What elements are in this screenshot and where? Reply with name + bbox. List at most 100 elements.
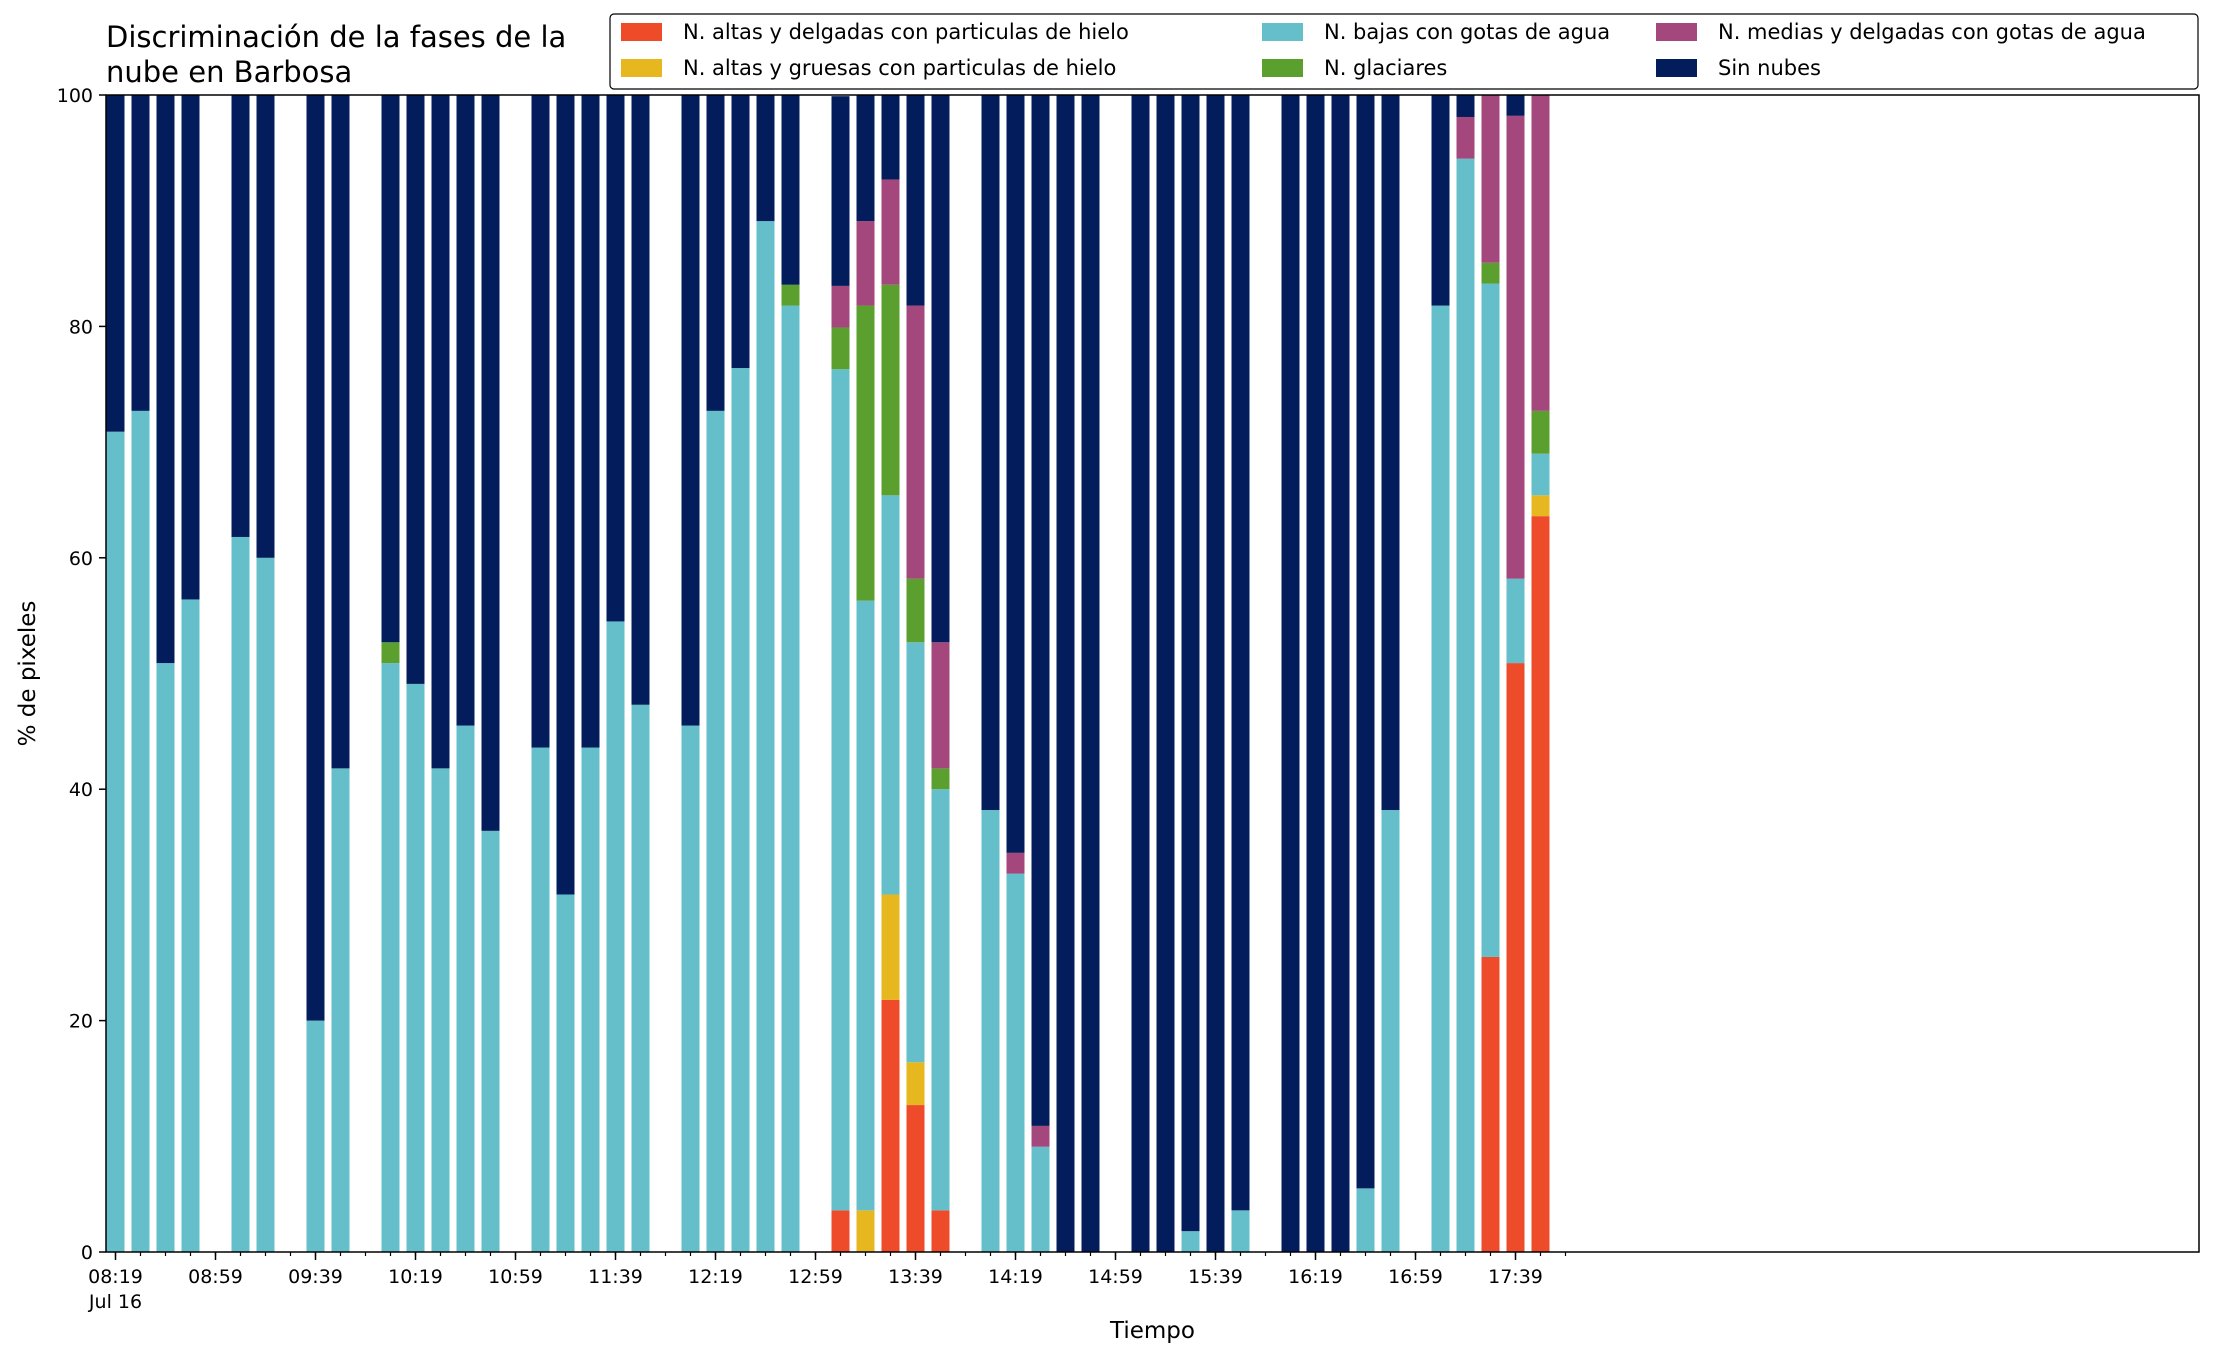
bar-segment	[556, 894, 575, 1252]
bar-segment	[1381, 95, 1400, 811]
legend: N. altas y delgadas con particulas de hi…	[609, 13, 2199, 90]
bar-segment	[731, 368, 750, 1252]
bar-segment	[1481, 956, 1500, 1252]
bar-segment	[331, 768, 350, 1252]
x-tick-label: 08:19	[88, 1266, 143, 1288]
bar-segment	[931, 1210, 950, 1252]
bar-segment	[381, 642, 400, 664]
bar-segment	[831, 369, 850, 1211]
bar-segment	[831, 327, 850, 370]
legend-swatch	[621, 23, 662, 41]
bar-segment	[606, 95, 625, 622]
x-tick-label: 09:39	[288, 1266, 343, 1288]
legend-label: N. glaciares	[1324, 56, 1447, 80]
bar-segment	[256, 557, 275, 1252]
bar-segment	[1181, 1231, 1200, 1252]
bar-segment	[1506, 115, 1525, 579]
bar-segment	[381, 95, 400, 643]
bar-segment	[531, 95, 550, 748]
y-tick-label: 100	[57, 85, 93, 107]
x-tick-sublabel: Jul 16	[88, 1291, 142, 1313]
bar-segment	[731, 95, 750, 369]
bar-segment	[481, 830, 500, 1252]
bar-segment	[1156, 95, 1175, 1252]
legend-box	[609, 13, 2199, 90]
bar-segment	[556, 95, 575, 895]
x-tick-label: 10:19	[388, 1266, 443, 1288]
bar-segment	[431, 95, 450, 769]
bar-segment	[881, 179, 900, 285]
bar-segment	[181, 95, 200, 600]
x-tick-label: 14:19	[988, 1266, 1043, 1288]
bar-segment	[106, 431, 125, 1252]
bar-segment	[781, 95, 800, 285]
x-tick-label: 11:39	[588, 1266, 643, 1288]
legend-label: N. altas y gruesas con particulas de hie…	[683, 56, 1116, 80]
legend-label: N. bajas con gotas de agua	[1324, 20, 1610, 44]
bar-segment	[631, 95, 650, 705]
bar-segment	[881, 284, 900, 496]
bar-segment	[831, 1210, 850, 1252]
bar-segment	[756, 95, 775, 222]
bar-segment	[1531, 95, 1550, 411]
legend-label: N. medias y delgadas con gotas de agua	[1718, 20, 2146, 44]
x-axis-label: Tiempo	[1109, 1318, 1195, 1344]
bar-segment	[781, 305, 800, 1252]
y-tick-label: 40	[69, 779, 93, 801]
y-tick-label: 80	[69, 316, 93, 338]
bar-segment	[606, 621, 625, 1252]
bar-segment	[906, 95, 925, 306]
bar-segment	[1481, 283, 1500, 957]
bar-segment	[581, 747, 600, 1252]
bar-segment	[1181, 95, 1200, 1232]
bar-segment	[581, 95, 600, 748]
bar-segment	[881, 999, 900, 1252]
bar-segment	[406, 683, 425, 1252]
x-tick-label: 12:19	[688, 1266, 743, 1288]
bar-segment	[1006, 95, 1025, 853]
bar-segment	[881, 894, 900, 1000]
bar-segment	[856, 95, 875, 222]
bar-segment	[1456, 95, 1475, 117]
bar-segment	[1281, 95, 1300, 1252]
x-tick-label: 10:59	[488, 1266, 543, 1288]
legend-swatch	[1656, 23, 1697, 41]
bar-segment	[906, 578, 925, 643]
bar-segment	[881, 95, 900, 180]
bar-segment	[831, 285, 850, 328]
bar-segment	[156, 95, 175, 664]
bar-segment	[381, 663, 400, 1252]
legend-swatch	[1262, 59, 1303, 77]
bar-segment	[1506, 95, 1525, 116]
bar-segment	[631, 704, 650, 1252]
legend-swatch	[1262, 23, 1303, 41]
bar-segment	[681, 95, 700, 726]
bar-segment	[856, 305, 875, 601]
bar-segment	[256, 95, 275, 558]
bar-segment	[231, 95, 250, 537]
y-tick-label: 20	[69, 1011, 93, 1033]
bar-segment	[1381, 810, 1400, 1252]
bar-segment	[906, 1105, 925, 1252]
bar-segment	[981, 95, 1000, 811]
bar-segment	[706, 410, 725, 1252]
bar-segment	[1306, 95, 1325, 1252]
bar-segment	[1506, 663, 1525, 1252]
bar-segment	[1031, 95, 1050, 1126]
bar-segment	[106, 95, 125, 432]
y-tick-label: 60	[69, 548, 93, 570]
x-tick-label: 16:59	[1388, 1266, 1443, 1288]
bar-segment	[131, 410, 150, 1252]
bar-segment	[856, 600, 875, 1211]
bar-segment	[1231, 1210, 1250, 1252]
bar-segment	[1481, 262, 1500, 284]
bar-segment	[406, 95, 425, 684]
x-tick-label: 17:39	[1488, 1266, 1543, 1288]
bar-segment	[1456, 158, 1475, 1252]
bar-segment	[131, 95, 150, 411]
bar-segment	[1356, 95, 1375, 1189]
x-tick-label: 08:59	[188, 1266, 243, 1288]
bars	[106, 95, 1550, 1253]
bar-segment	[1481, 95, 1500, 263]
